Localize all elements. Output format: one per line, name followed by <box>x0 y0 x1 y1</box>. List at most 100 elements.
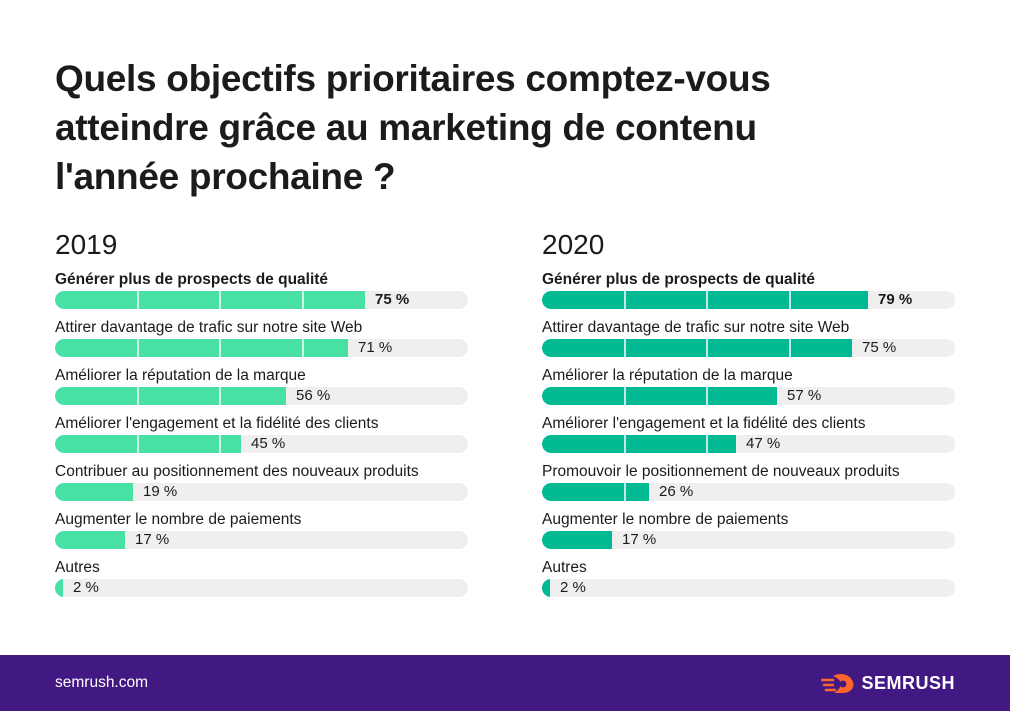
bar-value-label: 17 % <box>135 531 170 548</box>
bar-segment-divider <box>624 483 626 501</box>
bar-segment-divider <box>137 435 139 453</box>
bar-segment-divider <box>706 435 708 453</box>
bar-row: Générer plus de prospects de qualité 75 % <box>55 270 468 318</box>
bar-value-label: 79 % <box>878 291 913 308</box>
bar <box>55 531 125 549</box>
bar-segment-divider <box>219 291 221 309</box>
title-line: l'année prochaine ? <box>55 156 396 197</box>
footer-site[interactable]: semrush.com <box>55 674 149 691</box>
chart-year-title: 2019 <box>55 229 118 260</box>
bar-row: Attirer davantage de trafic sur notre si… <box>55 318 468 366</box>
bar-row: Améliorer la réputation de la marque 57 % <box>542 366 955 414</box>
bar-track <box>55 387 468 405</box>
bar-label: Attirer davantage de trafic sur notre si… <box>542 319 850 336</box>
bar-track <box>542 579 955 597</box>
bar <box>55 435 241 453</box>
bar <box>542 435 736 453</box>
bar-segment-divider <box>624 387 626 405</box>
page-title: Quels objectifs prioritaires comptez-vou… <box>55 54 955 201</box>
bar-track <box>55 291 468 309</box>
bar <box>55 483 133 501</box>
bar-track <box>55 531 468 549</box>
bar-segment-divider <box>789 339 791 357</box>
bar-value-label: 75 % <box>862 339 897 356</box>
bar-value-label: 56 % <box>296 387 331 404</box>
bar-label: Autres <box>55 559 100 576</box>
bar <box>542 387 777 405</box>
bar-row: Améliorer l'engagement et la fidélité de… <box>542 414 955 462</box>
bar-track <box>55 339 468 357</box>
bar-value-label: 2 % <box>560 579 586 596</box>
bar-segment-divider <box>302 291 304 309</box>
bar-value-label: 19 % <box>143 483 178 500</box>
chart-year-title: 2020 <box>542 229 605 260</box>
bar-row: Attirer davantage de trafic sur notre si… <box>542 318 955 366</box>
bar-row: Améliorer l'engagement et la fidélité de… <box>55 414 468 462</box>
title-line: atteindre grâce au marketing de contenu <box>55 107 757 148</box>
title-line: Quels objectifs prioritaires comptez-vou… <box>55 58 771 99</box>
bar-row: Augmenter le nombre de paiements 17 % <box>542 510 955 558</box>
bar-segment-divider <box>706 291 708 309</box>
bar-segment-divider <box>706 339 708 357</box>
bar-segment-divider <box>624 435 626 453</box>
bar-label: Attirer davantage de trafic sur notre si… <box>55 319 363 336</box>
bar <box>55 339 348 357</box>
bar-label: Améliorer l'engagement et la fidélité de… <box>542 415 866 432</box>
bar-label: Contribuer au positionnement des nouveau… <box>55 463 419 480</box>
bar-track <box>55 435 468 453</box>
bar-value-label: 75 % <box>375 291 410 308</box>
bar-value-label: 45 % <box>251 435 286 452</box>
bar-track <box>542 435 955 453</box>
bar <box>55 291 365 309</box>
bar-track <box>542 387 955 405</box>
semrush-fire-icon <box>821 674 854 693</box>
bar-track <box>55 483 468 501</box>
bar-track <box>542 339 955 357</box>
bar <box>55 579 63 597</box>
bar <box>542 339 852 357</box>
bar-segment-divider <box>624 291 626 309</box>
bar-row: Autres 2 % <box>542 558 955 606</box>
bar-track <box>55 579 468 597</box>
bar-list: Générer plus de prospects de qualité 75 %… <box>55 270 468 606</box>
bar-segment-divider <box>706 387 708 405</box>
bar <box>55 387 286 405</box>
bar-label: Générer plus de prospects de qualité <box>55 271 329 288</box>
bar-row: Autres 2 % <box>55 558 468 606</box>
bar-segment-divider <box>137 291 139 309</box>
bar-row: Générer plus de prospects de qualité 79 % <box>542 270 955 318</box>
brand-name: SEMRUSH <box>861 672 955 693</box>
bar <box>542 531 612 549</box>
bar-label: Améliorer l'engagement et la fidélité de… <box>55 415 379 432</box>
bar-label: Améliorer la réputation de la marque <box>542 367 793 384</box>
bar-segment-divider <box>219 387 221 405</box>
bar-segment-divider <box>789 291 791 309</box>
bar-value-label: 47 % <box>746 435 781 452</box>
chart-2020: 2020 Générer plus de prospects de qualit… <box>542 230 955 606</box>
bar-value-label: 71 % <box>358 339 393 356</box>
bar <box>542 483 649 501</box>
bar-row: Contribuer au positionnement des nouveau… <box>55 462 468 510</box>
bar-label: Promouvoir le positionnement de nouveaux… <box>542 463 900 480</box>
bar-segment-divider <box>302 339 304 357</box>
bar-label: Autres <box>542 559 587 576</box>
bar-segment-divider <box>219 435 221 453</box>
bar-row: Augmenter le nombre de paiements 17 % <box>55 510 468 558</box>
bar-label: Augmenter le nombre de paiements <box>542 511 789 528</box>
bar <box>542 291 868 309</box>
bar-segment-divider <box>624 339 626 357</box>
bar-segment-divider <box>219 339 221 357</box>
bar-row: Promouvoir le positionnement de nouveaux… <box>542 462 955 510</box>
brand-logo[interactable]: SEMRUSH <box>821 672 955 694</box>
bar-list: Générer plus de prospects de qualité 79 %… <box>542 270 955 606</box>
bar-label: Générer plus de prospects de qualité <box>542 271 816 288</box>
bar-value-label: 2 % <box>73 579 99 596</box>
bar-label: Améliorer la réputation de la marque <box>55 367 306 384</box>
bar-value-label: 57 % <box>787 387 822 404</box>
bar-track <box>542 531 955 549</box>
footer: semrush.com SEMRUSH <box>0 655 1010 711</box>
bar-segment-divider <box>137 339 139 357</box>
chart-2019: 2019 Générer plus de prospects de qualit… <box>55 230 468 606</box>
bar-segment-divider <box>137 387 139 405</box>
bar <box>542 579 550 597</box>
